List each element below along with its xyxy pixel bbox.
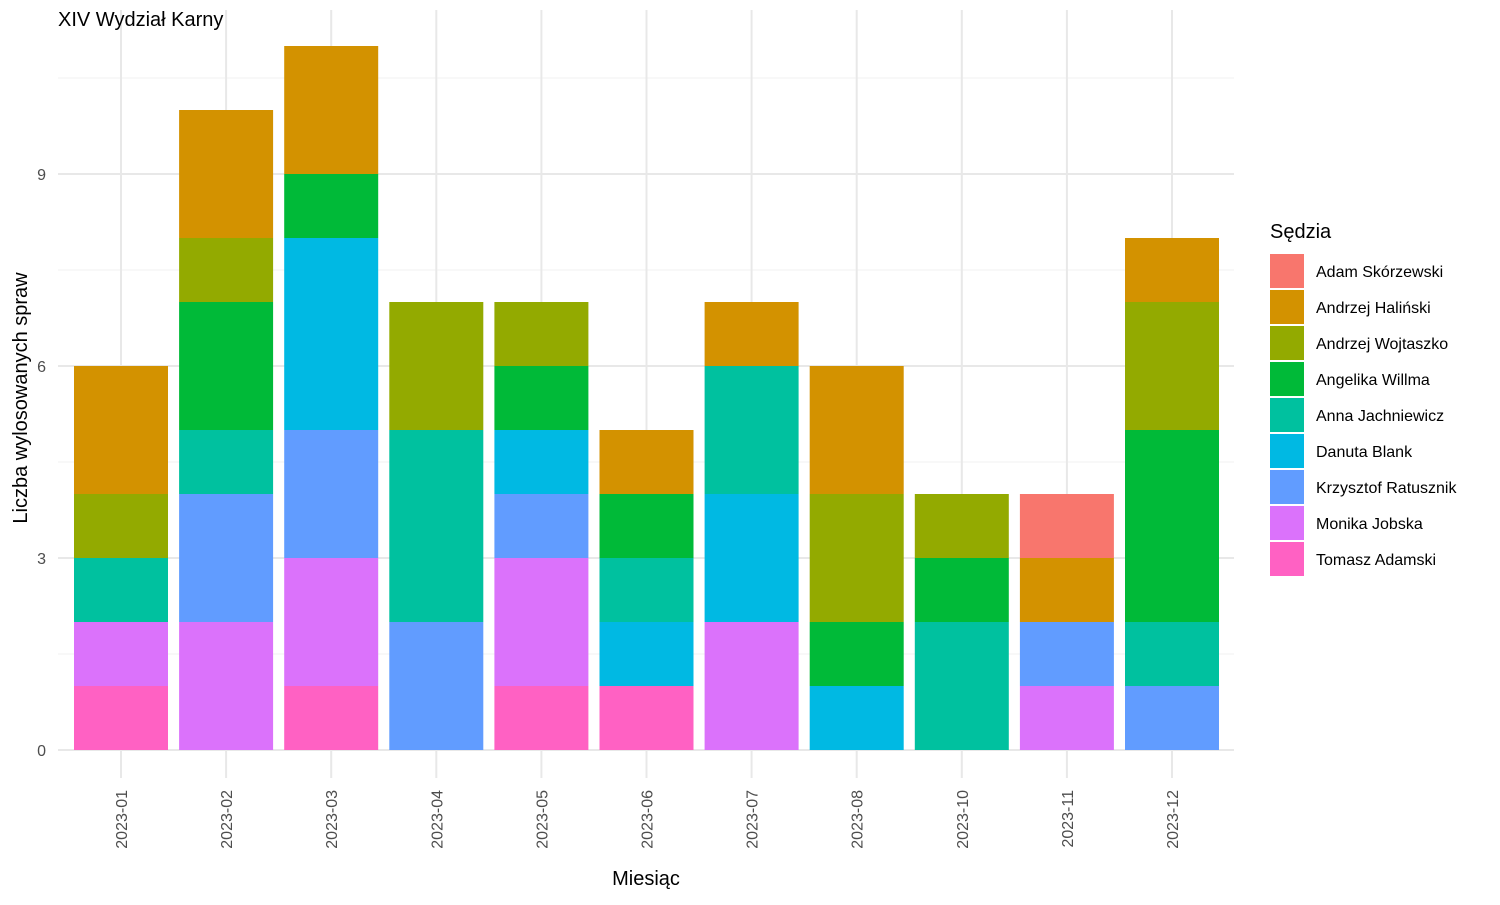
y-tick-label: 6 <box>37 359 46 376</box>
bar-segment <box>914 558 1009 622</box>
x-tick-label: 2023-07 <box>745 790 762 849</box>
bar-segment <box>809 494 904 622</box>
x-axis-title: Miesiąc <box>612 868 680 890</box>
x-tick-label: 2023-01 <box>114 790 131 849</box>
legend-label: Monika Jobska <box>1316 516 1423 533</box>
bar-segment <box>599 430 694 494</box>
legend-title: Sędzia <box>1270 221 1332 243</box>
bar-segment <box>179 302 274 430</box>
bar-segment <box>494 302 589 366</box>
legend-label: Adam Skórzewski <box>1316 264 1443 281</box>
bar-segment <box>284 686 379 750</box>
bar-segment <box>74 686 168 750</box>
x-tick-label: 2023-04 <box>429 790 446 849</box>
bars <box>74 46 1219 750</box>
bar-segment <box>1125 430 1219 622</box>
bar-segment <box>494 494 589 558</box>
x-tick-label: 2023-06 <box>640 790 657 849</box>
x-tick-label: 2023-02 <box>219 790 236 849</box>
bar-segment <box>704 302 799 366</box>
bar-segment <box>599 622 694 686</box>
bar-segment <box>74 622 168 686</box>
bar-segment <box>1019 686 1114 750</box>
x-tick-label: 2023-11 <box>1060 790 1077 848</box>
bar-segment <box>599 686 694 750</box>
legend-label: Danuta Blank <box>1316 444 1413 461</box>
bar-segment <box>494 686 589 750</box>
bar-segment <box>704 366 799 494</box>
bar-segment <box>389 622 484 750</box>
bar-segment <box>1125 622 1219 686</box>
bar-segment <box>599 558 694 622</box>
bar-segment <box>494 430 589 494</box>
y-axis-title: Liczba wylosowanych spraw <box>10 272 32 524</box>
chart-title: XIV Wydział Karny <box>58 9 223 31</box>
legend-label: Angelika Willma <box>1316 372 1430 389</box>
bar-segment <box>809 686 904 750</box>
x-tick-label: 2023-12 <box>1165 790 1182 849</box>
bar-segment <box>704 494 799 622</box>
bar-segment <box>494 366 589 430</box>
bar-segment <box>1125 686 1219 750</box>
bar-segment <box>74 558 168 622</box>
legend-swatch <box>1270 434 1304 468</box>
y-tick-label: 3 <box>37 551 46 568</box>
legend-swatch <box>1270 254 1304 288</box>
legend-swatch <box>1270 290 1304 324</box>
bar-segment <box>74 494 168 558</box>
bar-segment <box>809 622 904 686</box>
bar-segment <box>284 238 379 430</box>
bar-segment <box>179 622 274 750</box>
bar-segment <box>74 366 168 494</box>
legend-swatch <box>1270 542 1304 576</box>
bar-segment <box>599 494 694 558</box>
bar-segment <box>1019 494 1114 558</box>
bar-segment <box>389 302 484 430</box>
bar-segment <box>1125 238 1219 302</box>
legend-label: Anna Jachniewicz <box>1316 408 1444 425</box>
bar-segment <box>179 494 274 622</box>
bar-segment <box>809 366 904 494</box>
legend-swatch <box>1270 470 1304 504</box>
bar-segment <box>1019 622 1114 686</box>
bar-segment <box>179 238 274 302</box>
bar-segment <box>389 430 484 622</box>
legend-swatch <box>1270 398 1304 432</box>
legend-label: Andrzej Wojtaszko <box>1316 336 1448 353</box>
y-tick-label: 0 <box>37 743 46 760</box>
legend-label: Krzysztof Ratusznik <box>1316 480 1457 497</box>
bar-segment <box>914 622 1009 750</box>
bar-segment <box>704 622 799 750</box>
x-tick-label: 2023-08 <box>850 790 867 849</box>
x-tick-label: 2023-05 <box>534 790 551 849</box>
bar-segment <box>284 174 379 238</box>
bar-segment <box>914 494 1009 558</box>
axes: 0 3 6 9 2023-01 2023-02 2023-03 2023-04 2023-05 2… <box>37 167 1182 849</box>
x-tick-label: 2023-10 <box>955 790 972 849</box>
bar-segment <box>179 430 274 494</box>
legend-label: Tomasz Adamski <box>1316 552 1436 569</box>
bar-segment <box>284 430 379 558</box>
bar-segment <box>284 558 379 686</box>
bar-segment <box>1019 558 1114 622</box>
legend-swatch <box>1270 362 1304 396</box>
legend: Sędzia Adam Skórzewski Andrzej Haliński An… <box>1270 221 1457 576</box>
y-tick-label: 9 <box>37 167 46 184</box>
legend-swatch <box>1270 506 1304 540</box>
x-tick-label: 2023-03 <box>324 790 341 849</box>
bar-segment <box>284 46 379 174</box>
bar-segment <box>179 110 274 238</box>
legend-swatch <box>1270 326 1304 360</box>
bar-segment <box>494 558 589 686</box>
legend-label: Andrzej Haliński <box>1316 300 1431 317</box>
bar-segment <box>1125 302 1219 430</box>
